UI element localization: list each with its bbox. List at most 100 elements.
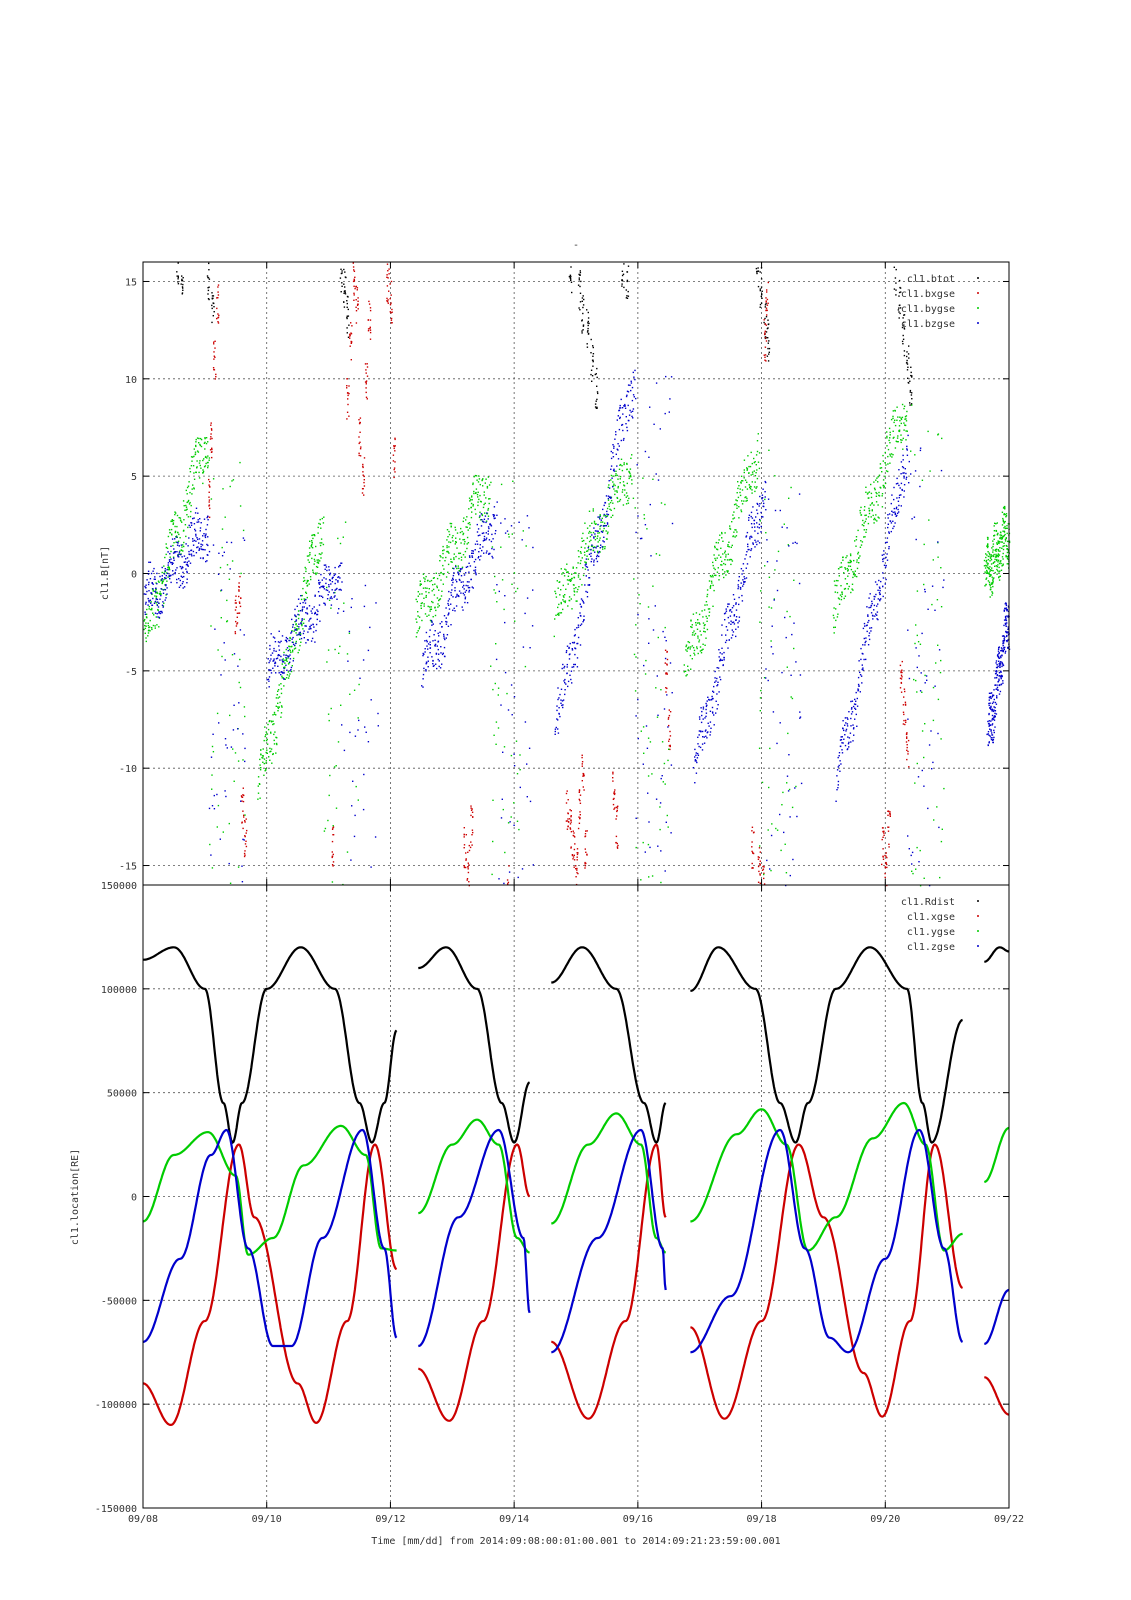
data-point: [592, 508, 594, 510]
data-point: [996, 543, 998, 545]
data-point: [467, 587, 470, 589]
data-point: [865, 658, 867, 661]
data-point: [154, 576, 156, 578]
data-point: [746, 469, 748, 471]
data-point: [905, 719, 907, 722]
data-point: [594, 406, 597, 408]
data-point: [617, 487, 619, 489]
data-point: [163, 578, 165, 581]
data-point: [443, 568, 445, 570]
data-point: [234, 602, 237, 604]
data-point: [562, 663, 564, 666]
data-point: [425, 596, 427, 598]
data-point: [298, 623, 300, 625]
data-point: [557, 732, 560, 734]
data-point: [640, 879, 642, 881]
data-point: [280, 692, 283, 695]
data-point: [468, 864, 470, 866]
data-point: [473, 476, 475, 478]
data-point: [895, 289, 897, 291]
data-point: [993, 525, 995, 527]
data-point: [855, 545, 857, 547]
data-point: [208, 504, 211, 506]
data-point: [488, 502, 490, 505]
data-point: [447, 625, 450, 627]
data-point: [485, 532, 487, 534]
data-point: [593, 520, 596, 523]
data-point: [656, 716, 659, 718]
data-point: [336, 598, 338, 600]
data-point: [985, 565, 987, 567]
data-point: [717, 704, 719, 706]
data-point: [987, 733, 989, 735]
data-point: [694, 756, 696, 758]
data-point: [584, 835, 587, 837]
data-point: [365, 731, 367, 733]
data-point: [883, 564, 886, 566]
data-point: [767, 498, 770, 500]
data-point: [864, 641, 866, 644]
data-point: [715, 574, 717, 577]
data-point: [997, 553, 1000, 555]
data-point: [992, 545, 994, 548]
data-point: [888, 810, 890, 813]
data-point: [229, 485, 231, 488]
data-point: [991, 696, 993, 698]
data-point: [786, 666, 788, 668]
data-point: [1002, 563, 1004, 565]
data-point: [1002, 552, 1004, 555]
data-point: [239, 461, 241, 464]
data-point: [622, 273, 625, 275]
data-point: [488, 484, 491, 486]
data-point: [723, 576, 725, 579]
data-point: [706, 593, 709, 596]
data-point: [273, 658, 275, 660]
data-point: [619, 475, 622, 478]
data-point: [581, 330, 583, 332]
data-point: [461, 566, 464, 568]
data-point: [583, 789, 585, 791]
data-point: [167, 572, 169, 575]
data-point: [739, 588, 742, 590]
data-point: [331, 597, 333, 600]
data-point: [570, 598, 572, 600]
data-point: [265, 760, 267, 762]
data-point: [844, 734, 846, 736]
data-point: [434, 645, 436, 647]
data-point: [786, 610, 788, 613]
data-point: [424, 578, 426, 580]
data-point: [989, 735, 991, 737]
data-point: [684, 670, 687, 672]
data-point: [474, 571, 476, 573]
data-point: [427, 579, 429, 582]
data-point: [306, 579, 309, 582]
data-point: [902, 454, 904, 457]
data-point: [750, 549, 752, 552]
data-point: [190, 524, 193, 526]
data-point: [764, 304, 767, 306]
data-point: [758, 452, 761, 454]
data-point: [940, 840, 943, 843]
data-point: [610, 468, 612, 470]
data-point: [476, 493, 479, 496]
data-point: [915, 868, 917, 870]
data-point: [699, 630, 701, 632]
data-point: [323, 830, 326, 832]
data-point: [997, 555, 1000, 558]
data-point: [990, 569, 993, 572]
data-point: [177, 276, 179, 279]
data-point: [224, 738, 227, 740]
data-point: [279, 701, 281, 704]
data-point: [319, 560, 321, 562]
data-point: [833, 632, 835, 634]
data-point: [916, 691, 918, 693]
data-point: [635, 624, 637, 626]
data-point: [919, 643, 922, 645]
data-point: [148, 581, 150, 584]
data-point: [921, 730, 924, 732]
data-point: [621, 465, 623, 467]
data-point: [742, 585, 744, 587]
data-point: [290, 670, 293, 673]
data-point: [182, 550, 184, 552]
data-point: [503, 882, 505, 885]
